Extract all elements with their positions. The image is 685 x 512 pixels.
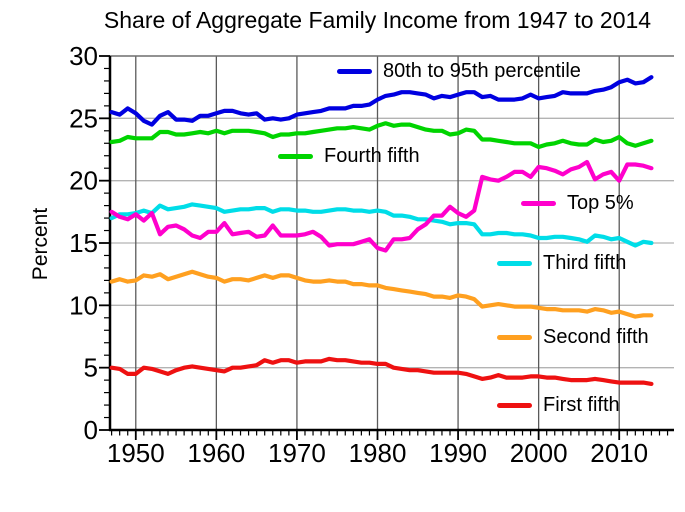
x-tick-label-2010: 2010 <box>590 438 648 468</box>
legend-second-fifth: Second fifth <box>497 324 649 350</box>
legend-label-second-fifth: Second fifth <box>543 325 649 348</box>
series-line-fourth <box>109 121 654 150</box>
y-tick-label-15: 15 <box>69 228 98 258</box>
y-tick-label-20: 20 <box>69 166 98 196</box>
legend-swatch-third-fifth <box>497 260 532 266</box>
tick-labels: 0 5 10 15 20 25 30 1950 1960 1970 1980 1990 2000 2010 <box>69 41 648 468</box>
legend-label-80th-95th: 80th to 95th percentile <box>383 59 581 82</box>
x-tick-label-1980: 1980 <box>349 438 407 468</box>
legend-80th-95th-percentile: 80th to 95th percentile <box>337 58 581 84</box>
legend-first-fifth: First fifth <box>497 392 620 418</box>
x-tick-label-1960: 1960 <box>187 438 245 468</box>
legend-top-5-percent: Top 5% <box>521 190 634 216</box>
y-tick-label-30: 30 <box>69 41 98 71</box>
series-line-first <box>109 356 654 386</box>
legend-swatch-second-fifth <box>497 334 532 340</box>
legend-label-fourth-fifth: Fourth fifth <box>324 144 420 167</box>
legend-swatch-fourth-fifth <box>278 153 313 159</box>
x-tick-label-2000: 2000 <box>510 438 568 468</box>
legend-swatch-first-fifth <box>497 402 532 408</box>
x-tick-label-1950: 1950 <box>107 438 165 468</box>
legend-swatch-top-5-percent <box>521 200 556 206</box>
series-lines <box>109 75 654 386</box>
series-line-p80_95 <box>109 75 654 127</box>
x-tick-label-1970: 1970 <box>268 438 326 468</box>
y-tick-label-0: 0 <box>84 415 98 445</box>
legend-label-top-5-percent: Top 5% <box>567 191 634 214</box>
series-line-third <box>109 202 654 248</box>
chart-title: Share of Aggregate Family Income from 19… <box>103 7 652 33</box>
y-tick-label-5: 5 <box>84 353 98 383</box>
series-line-second <box>109 269 654 319</box>
y-tick-label-25: 25 <box>69 103 98 133</box>
y-tick-label-10: 10 <box>69 290 98 320</box>
legend-label-third-fifth: Third fifth <box>543 251 627 274</box>
legend-label-first-fifth: First fifth <box>543 393 620 416</box>
x-tick-label-1990: 1990 <box>429 438 487 468</box>
legend-third-fifth: Third fifth <box>497 250 626 276</box>
series-line-top5 <box>109 159 654 253</box>
legend-swatch-80th-95th <box>337 68 372 74</box>
legend-fourth-fifth: Fourth fifth <box>278 143 420 169</box>
